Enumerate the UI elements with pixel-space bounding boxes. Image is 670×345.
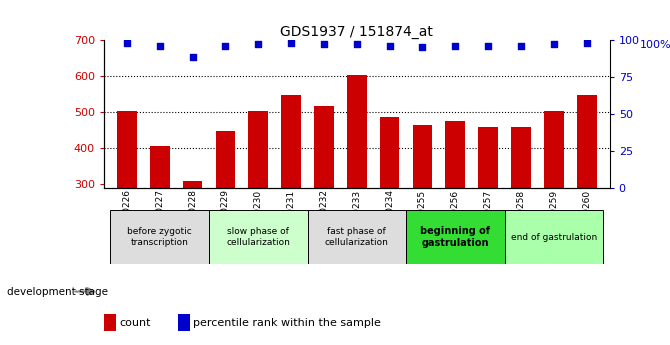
Point (121, 40, 132, 46)
Bar (446, 121, 465, 188)
Bar (183, 181, 202, 188)
Point (154, 43, 165, 48)
Text: development stage: development stage (7, 287, 108, 296)
Bar (511, 127, 531, 188)
Bar (308, 210, 406, 264)
Text: 100%: 100% (640, 40, 670, 50)
Point (285, 40, 296, 46)
Text: percentile rank within the sample: percentile rank within the sample (193, 318, 381, 327)
Bar (544, 111, 563, 188)
Point (483, 43, 494, 48)
Bar (111, 210, 209, 264)
Bar (249, 111, 268, 188)
Text: count: count (119, 318, 151, 327)
Text: before zygotic
transcription: before zygotic transcription (127, 227, 192, 247)
Point (253, 41, 263, 47)
Point (187, 55, 198, 60)
Point (352, 41, 362, 47)
Text: fast phase of
cellularization: fast phase of cellularization (325, 227, 389, 247)
Bar (406, 210, 505, 264)
Bar (380, 117, 399, 188)
Bar (505, 210, 603, 264)
Bar (577, 95, 596, 188)
Point (417, 45, 428, 50)
Text: end of gastrulation: end of gastrulation (511, 233, 597, 242)
Point (220, 43, 230, 48)
Point (385, 43, 395, 48)
Bar (209, 210, 308, 264)
Bar (478, 127, 498, 188)
Point (516, 43, 527, 48)
Bar (216, 131, 235, 188)
Text: slow phase of
cellularization: slow phase of cellularization (226, 227, 290, 247)
Bar (347, 75, 366, 188)
Bar (413, 125, 432, 188)
Bar (117, 111, 137, 188)
Bar (314, 106, 334, 188)
Text: beginning of
gastrulation: beginning of gastrulation (420, 226, 490, 248)
Point (582, 40, 592, 46)
Point (318, 41, 329, 47)
Bar (150, 146, 170, 188)
Bar (281, 95, 301, 188)
Point (450, 43, 461, 48)
Point (549, 41, 559, 47)
Title: GDS1937 / 151874_at: GDS1937 / 151874_at (280, 24, 433, 39)
